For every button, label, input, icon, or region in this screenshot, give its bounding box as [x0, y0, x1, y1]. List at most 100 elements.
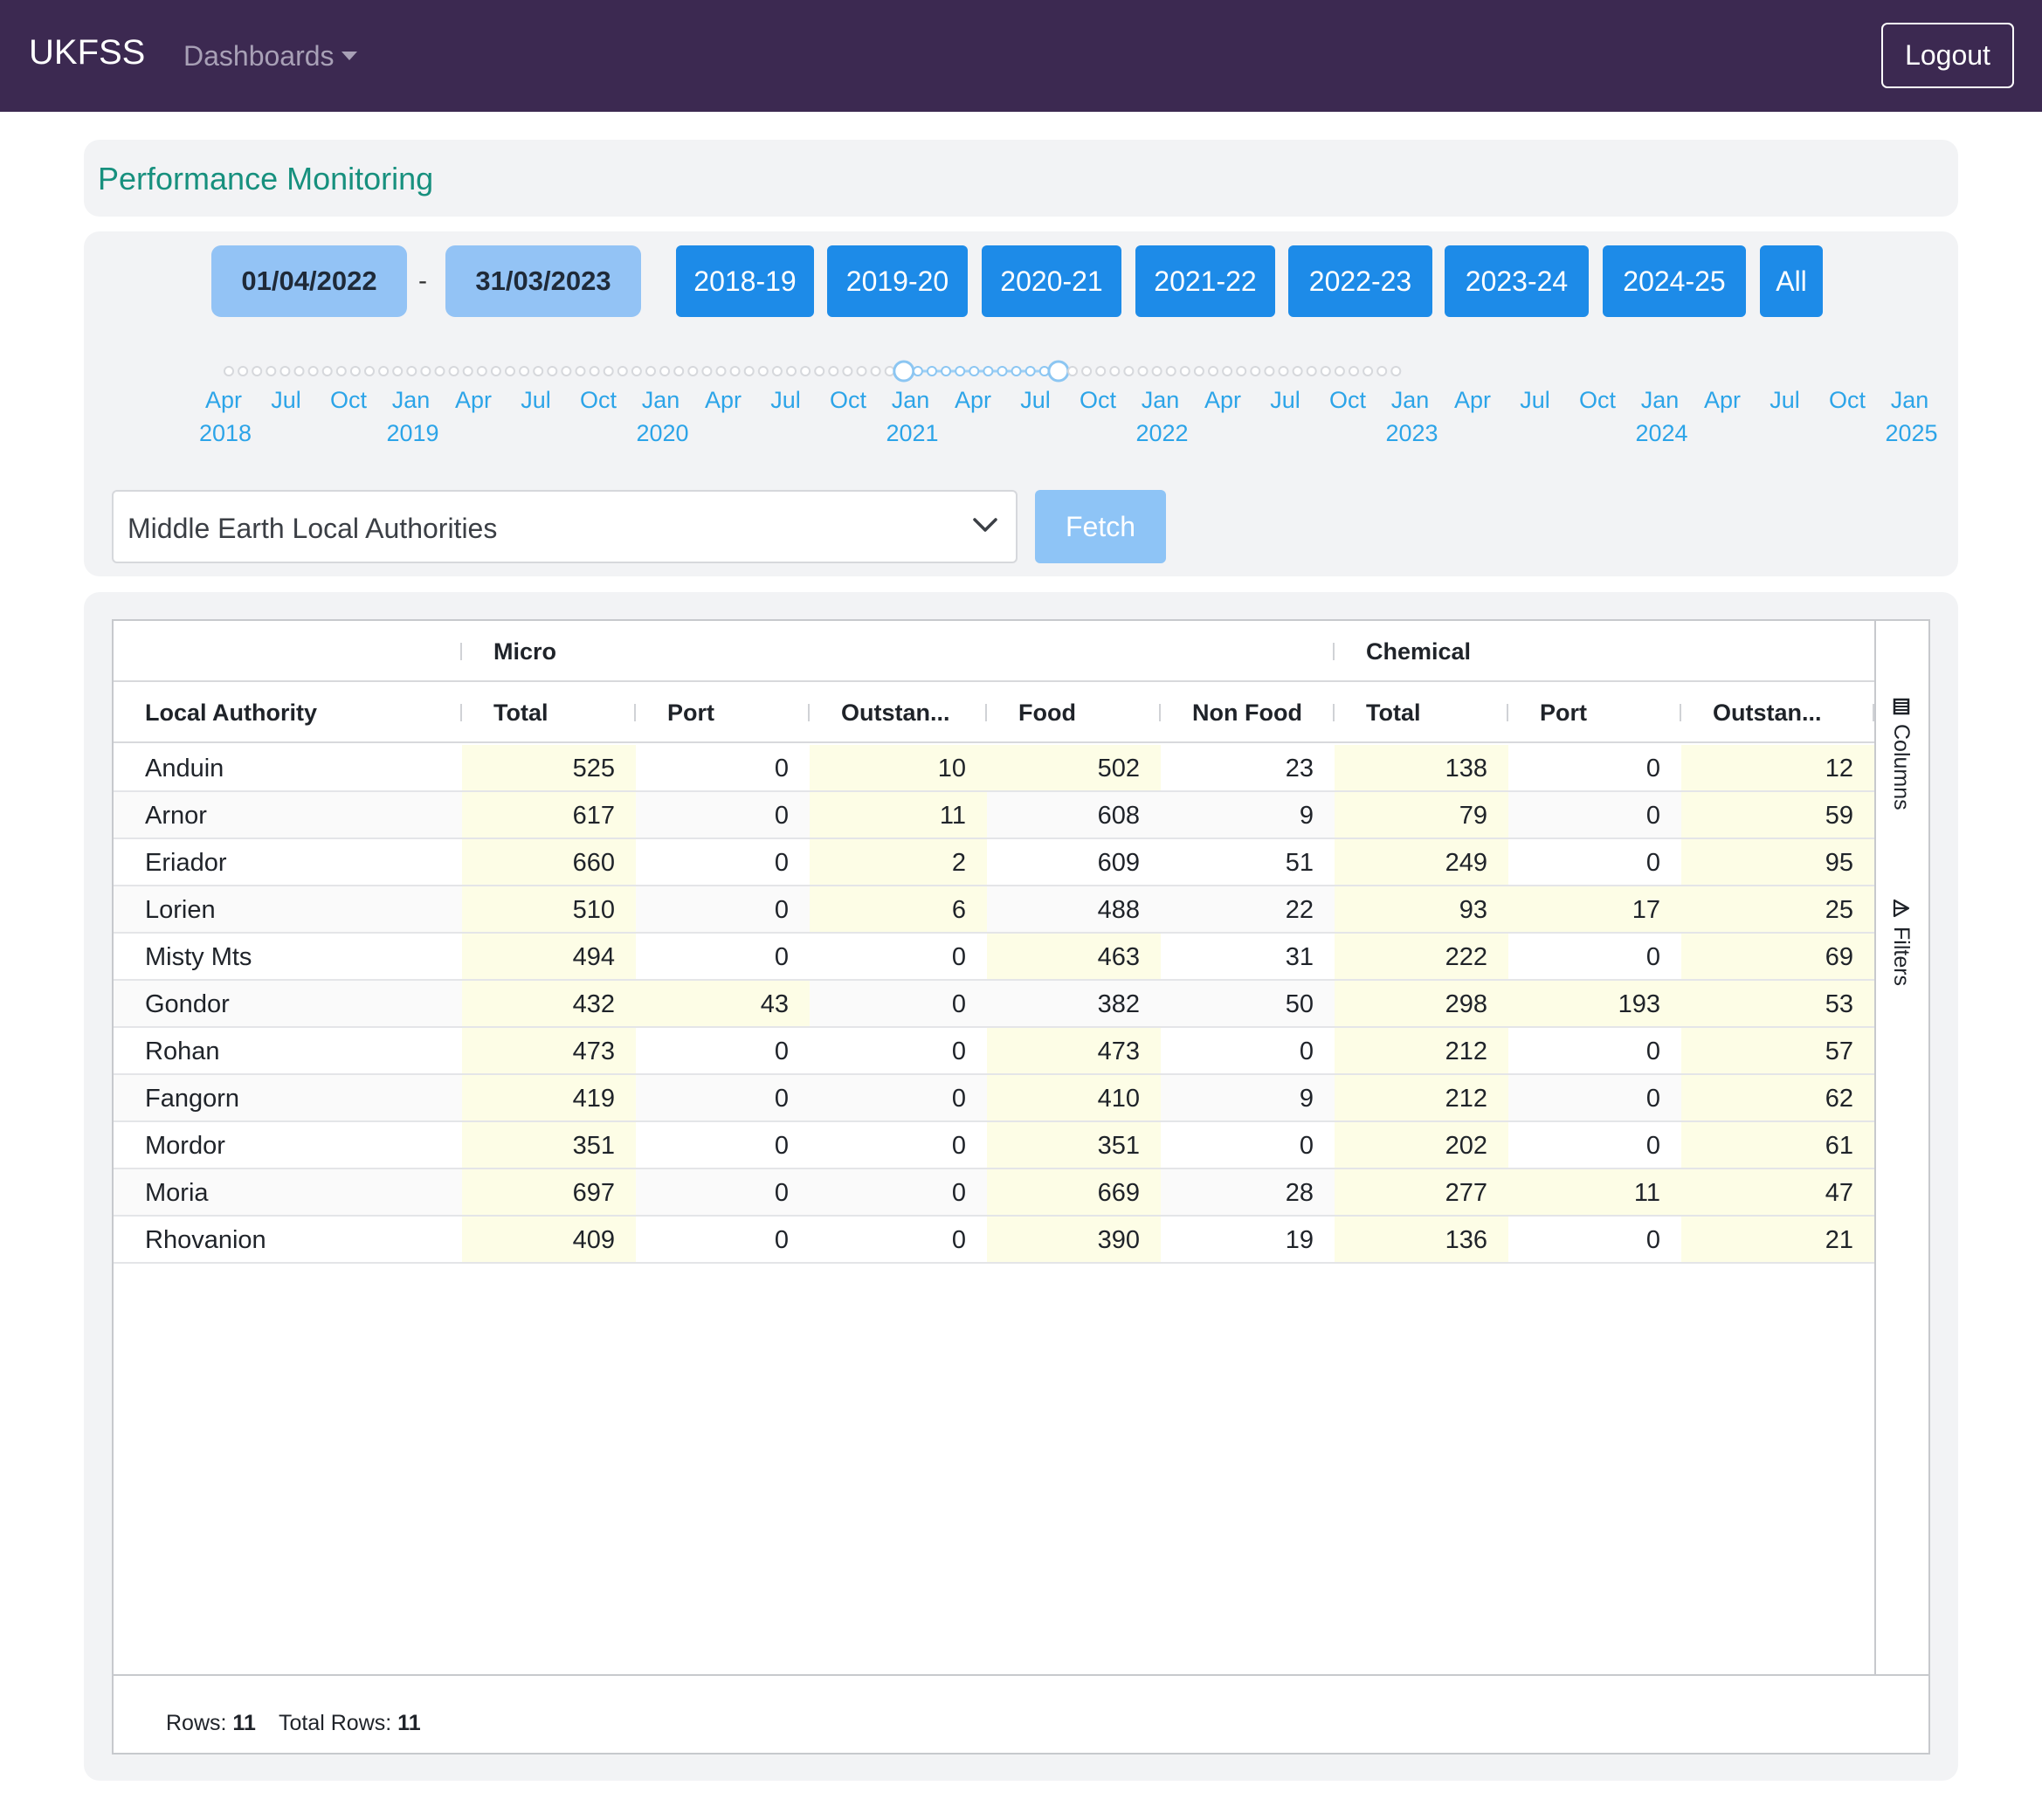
slider-step[interactable] [1278, 366, 1289, 376]
slider-step[interactable] [392, 366, 404, 376]
value-cell[interactable]: 0 [774, 1085, 789, 1113]
value-cell[interactable]: 409 [462, 1217, 636, 1262]
fy-button-2019-20[interactable]: 2019-20 [827, 245, 968, 317]
slider-step[interactable] [1264, 366, 1275, 376]
value-cell[interactable]: 0 [774, 849, 789, 877]
dashboards-menu[interactable]: Dashboards [183, 40, 357, 72]
table-row[interactable]: Rohan 473 0 0 473 0 212 0 57 [114, 1028, 1874, 1075]
authority-name-cell[interactable]: Mordor [145, 1132, 225, 1160]
value-cell[interactable]: 0 [774, 1226, 789, 1254]
value-cell[interactable]: 0 [1645, 849, 1660, 877]
value-cell[interactable]: 0 [1645, 755, 1660, 782]
value-cell[interactable]: 419 [462, 1075, 636, 1120]
value-cell[interactable]: 11 [1508, 1169, 1681, 1215]
value-cell[interactable]: 609 [1097, 849, 1140, 877]
value-cell[interactable]: 95 [1681, 839, 1874, 885]
slider-handle[interactable] [893, 360, 915, 383]
slider-step[interactable] [1306, 366, 1317, 376]
slider-step[interactable] [842, 366, 853, 376]
value-cell[interactable]: 51 [1285, 849, 1314, 877]
value-cell[interactable]: 697 [462, 1169, 636, 1215]
end-date-input[interactable]: 31/03/2023 [445, 245, 641, 317]
fy-button-2018-19[interactable]: 2018-19 [676, 245, 814, 317]
value-cell[interactable]: 79 [1335, 792, 1508, 838]
value-cell[interactable]: 494 [462, 934, 636, 979]
value-cell[interactable]: 0 [774, 755, 789, 782]
slider-step[interactable] [519, 366, 530, 376]
slider-step[interactable] [912, 366, 923, 376]
slider-step[interactable] [786, 366, 797, 376]
value-cell[interactable]: 410 [987, 1075, 1161, 1120]
value-cell[interactable]: 0 [951, 1179, 966, 1207]
authority-name-cell[interactable]: Eriador [145, 849, 227, 877]
slider-step[interactable] [1011, 366, 1022, 376]
value-cell[interactable]: 0 [1645, 943, 1660, 971]
slider-step[interactable] [1376, 366, 1388, 376]
value-cell[interactable]: 212 [1335, 1075, 1508, 1120]
value-cell[interactable]: 10 [810, 745, 987, 790]
value-cell[interactable]: 138 [1335, 745, 1508, 790]
table-row[interactable]: Anduin 525 0 10 502 23 138 0 12 [114, 745, 1874, 792]
value-cell[interactable]: 57 [1681, 1028, 1874, 1073]
value-cell[interactable]: 0 [1645, 1085, 1660, 1113]
fy-button-2024-25[interactable]: 2024-25 [1603, 245, 1746, 317]
value-cell[interactable]: 0 [1299, 1132, 1314, 1160]
slider-step[interactable] [1095, 366, 1107, 376]
authority-name-cell[interactable]: Misty Mts [145, 943, 252, 971]
slider-step[interactable] [1292, 366, 1303, 376]
table-row[interactable]: Eriador 660 0 2 609 51 249 0 95 [114, 839, 1874, 886]
value-cell[interactable]: 12 [1681, 745, 1874, 790]
value-cell[interactable]: 23 [1285, 755, 1314, 782]
table-row[interactable]: Moria 697 0 0 669 28 277 11 47 [114, 1169, 1874, 1217]
logout-button[interactable]: Logout [1881, 23, 2014, 88]
value-cell[interactable]: 351 [987, 1122, 1161, 1168]
slider-step[interactable] [406, 366, 417, 376]
slider-step[interactable] [547, 366, 558, 376]
column-header[interactable]: Port [1540, 700, 1587, 726]
slider-step[interactable] [870, 366, 881, 376]
slider-step[interactable] [434, 366, 445, 376]
slider-step[interactable] [955, 366, 966, 376]
value-cell[interactable]: 61 [1681, 1122, 1874, 1168]
slider-step[interactable] [448, 366, 459, 376]
slider-step[interactable] [743, 366, 755, 376]
slider-step[interactable] [1109, 366, 1121, 376]
value-cell[interactable]: 136 [1335, 1217, 1508, 1262]
slider-step[interactable] [1179, 366, 1190, 376]
column-header[interactable]: Port [667, 700, 714, 726]
value-cell[interactable]: 525 [462, 745, 636, 790]
value-cell[interactable]: 50 [1285, 990, 1314, 1018]
value-cell[interactable]: 47 [1681, 1169, 1874, 1215]
column-resize-handle[interactable] [1873, 704, 1874, 721]
value-cell[interactable]: 0 [951, 943, 966, 971]
slider-step[interactable] [266, 366, 277, 376]
fy-button-2022-23[interactable]: 2022-23 [1288, 245, 1432, 317]
slider-step[interactable] [729, 366, 741, 376]
slider-step[interactable] [349, 366, 361, 376]
slider-step[interactable] [252, 366, 263, 376]
slider-step[interactable] [321, 366, 333, 376]
value-cell[interactable]: 0 [774, 802, 789, 830]
value-cell[interactable]: 277 [1335, 1169, 1508, 1215]
column-resize-handle[interactable] [985, 704, 987, 721]
slider-step[interactable] [687, 366, 699, 376]
value-cell[interactable]: 0 [774, 1132, 789, 1160]
slider-step[interactable] [462, 366, 473, 376]
slider-step[interactable] [715, 366, 727, 376]
slider-step[interactable] [1123, 366, 1135, 376]
fy-button-all[interactable]: All [1760, 245, 1823, 317]
value-cell[interactable]: 432 [462, 981, 636, 1026]
value-cell[interactable]: 19 [1285, 1226, 1314, 1254]
slider-step[interactable] [533, 366, 544, 376]
value-cell[interactable]: 249 [1335, 839, 1508, 885]
column-header[interactable]: Local Authority [145, 700, 318, 726]
slider-step[interactable] [238, 366, 249, 376]
table-row[interactable]: Fangorn 419 0 0 410 9 212 0 62 [114, 1075, 1874, 1122]
value-cell[interactable]: 9 [1299, 1085, 1314, 1113]
column-header[interactable]: Outstan... [1713, 700, 1822, 726]
slider-step[interactable] [631, 366, 642, 376]
column-resize-handle[interactable] [634, 704, 636, 721]
slider-step[interactable] [941, 366, 952, 376]
slider-step[interactable] [1067, 366, 1078, 376]
slider-step[interactable] [378, 366, 390, 376]
